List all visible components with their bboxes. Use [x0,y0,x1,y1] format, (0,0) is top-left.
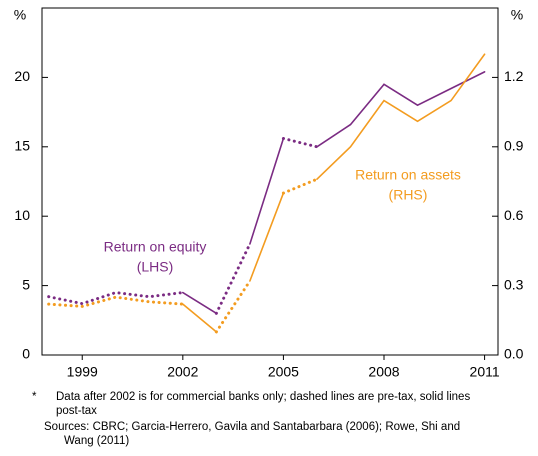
y-tick-label: 0 [22,346,30,362]
y2-tick-label: 0.0 [504,346,524,362]
data-line [47,136,319,315]
y2-tick-label: 0.6 [504,207,524,223]
y-tick-label: 15 [14,138,30,154]
y2-unit: % [511,7,523,23]
x-tick-label: 2005 [268,364,299,380]
y-tick-label: 5 [22,276,30,292]
series-axis-label: (RHS) [389,187,428,203]
plot-frame [41,7,499,356]
x-tick-label: 2011 [470,364,500,380]
series-label: Return on equity [104,239,207,255]
data-line [182,71,486,315]
series-axis-label: (LHS) [137,259,174,275]
x-tick-label: 2008 [368,364,399,380]
y2-tick-label: 1.2 [504,68,524,84]
data-line [47,177,319,334]
chart: % % 0 5 10 15 20 0.0 0.3 0.6 0.9 1.2 1999 2002 2005 2… [14,7,524,380]
y-unit: % [14,7,26,23]
y2-tick-label: 0.3 [504,276,524,292]
footnote-mark: * [32,391,37,403]
y-tick-label: 10 [14,207,30,223]
series-label: Return on assets [355,167,461,183]
x-tick-label: 1999 [67,364,98,380]
y-tick-label: 20 [14,68,30,84]
footnote: Data after 2002 is for commercial banks … [56,391,471,417]
x-tick-label: 2002 [167,364,198,380]
data-line [182,53,486,333]
y2-tick-label: 0.9 [504,138,524,154]
sources: Sources: CBRC; Garcia-Herrero, Gavila an… [44,421,461,447]
